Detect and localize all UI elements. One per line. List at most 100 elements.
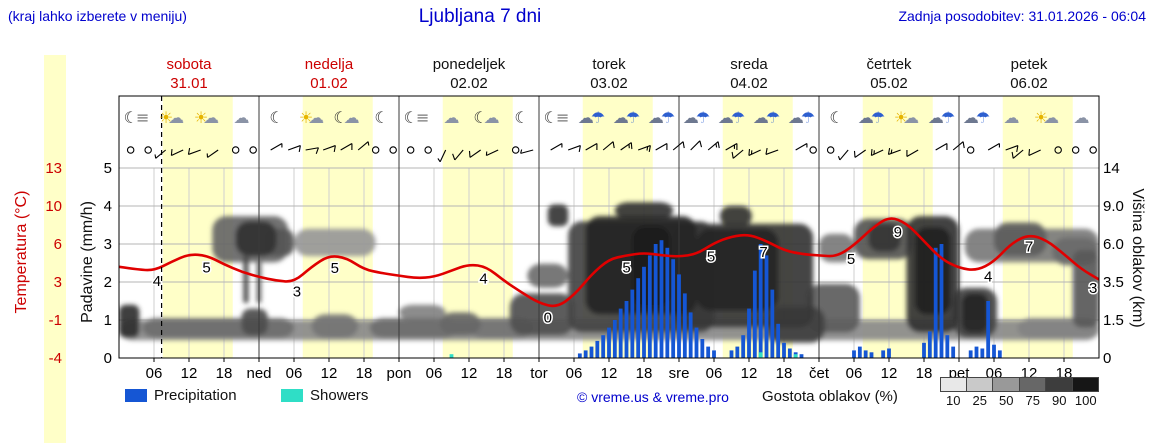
svg-text:12: 12 [181, 365, 198, 382]
svg-text:5: 5 [847, 251, 855, 268]
density-step: 100 [1072, 377, 1099, 408]
svg-text:tor: tor [530, 365, 548, 382]
moon-cloud-icon: ☾☁ [473, 108, 499, 127]
svg-text:pon: pon [386, 365, 411, 382]
sun-cloud-icon: ☀☁ [894, 108, 919, 127]
cloud-icon: ☁ [1074, 108, 1090, 127]
svg-text:5: 5 [331, 260, 339, 277]
svg-text:18: 18 [356, 365, 373, 382]
svg-text:10: 10 [45, 198, 62, 215]
rain-icon: ☁☂ [963, 108, 990, 127]
day-header: ponedeljek 02.02 [399, 55, 539, 93]
sun-cloud-icon: ☀☁ [159, 108, 184, 127]
showers-swatch-icon [281, 389, 303, 402]
rain-icon: ☁☂ [683, 108, 710, 127]
svg-text:5: 5 [622, 259, 630, 276]
svg-text:12: 12 [881, 365, 898, 382]
temperature-axis-strip [44, 55, 66, 443]
rain-icon: ☁☂ [648, 108, 675, 127]
precipitation-legend-item: Precipitation [125, 387, 237, 404]
rain-icon: ☁☂ [718, 108, 745, 127]
svg-text:0: 0 [1103, 350, 1111, 367]
svg-text:5: 5 [707, 249, 715, 266]
moon-icon: ☾ [514, 108, 528, 127]
rain-icon: ☁☂ [858, 108, 885, 127]
day-header: sreda 04.02 [679, 55, 819, 93]
svg-text:5: 5 [104, 160, 112, 177]
moon-icon: ☾ [374, 108, 388, 127]
svg-text:06: 06 [426, 365, 443, 382]
svg-text:9: 9 [894, 224, 902, 241]
svg-text:1.5: 1.5 [1103, 312, 1124, 329]
cloud-shading [119, 202, 1099, 343]
svg-text:čet: čet [809, 365, 830, 382]
last-update-text: Zadnja posodobitev: 31.01.2026 - 06:04 [898, 8, 1146, 24]
showers-legend-label: Showers [310, 387, 369, 404]
svg-text:7: 7 [759, 244, 767, 261]
svg-text:0: 0 [104, 350, 112, 367]
precipitation-bars [577, 240, 1002, 358]
svg-text:13: 13 [45, 160, 62, 177]
temperature-labels: 4 5 3 5 4 0 5 5 7 5 9 4 7 3 [151, 222, 1099, 328]
temperature-line [119, 217, 1099, 308]
day-date: 31.01 [170, 75, 208, 92]
svg-text:06: 06 [146, 365, 163, 382]
shower-bars [449, 352, 798, 358]
svg-text:7: 7 [1025, 239, 1033, 256]
cloud-icon: ☁ [444, 108, 460, 127]
svg-text:06: 06 [286, 365, 303, 382]
x-axis-labels: 06 12 18 ned 06 12 18 pon 06 12 18 tor 06 12 18 sre 06 12… [146, 358, 1072, 382]
showers-legend-item: Showers [281, 387, 368, 404]
svg-text:06: 06 [706, 365, 723, 382]
svg-text:18: 18 [216, 365, 233, 382]
svg-text:12: 12 [741, 365, 758, 382]
svg-text:-1: -1 [49, 312, 62, 329]
day-name: torek [592, 56, 626, 73]
svg-text:3.5: 3.5 [1103, 274, 1124, 291]
svg-text:4: 4 [984, 269, 992, 286]
wind-barbs [126, 140, 1097, 163]
svg-text:06: 06 [566, 365, 583, 382]
sun-cloud-icon: ☀☁ [194, 108, 219, 127]
cloud-icon: ☁ [234, 108, 250, 127]
svg-text:4: 4 [104, 198, 112, 215]
svg-text:3: 3 [104, 236, 112, 253]
day-header: torek 03.02 [539, 55, 679, 93]
rain-icon: ☁☂ [613, 108, 640, 127]
svg-text:18: 18 [496, 365, 513, 382]
svg-text:18: 18 [776, 365, 793, 382]
rain-icon: ☁☂ [928, 108, 955, 127]
day-name: sreda [730, 56, 768, 73]
moon-fog-icon: ☾≡ [544, 108, 570, 127]
density-step: 90 [1046, 377, 1073, 408]
day-name: četrtek [866, 56, 912, 73]
svg-text:0: 0 [544, 309, 552, 326]
day-header: sobota 31.01 [119, 55, 259, 93]
cloud-icon: ☁ [1004, 108, 1020, 127]
svg-text:18: 18 [916, 365, 933, 382]
density-step: 25 [966, 377, 993, 408]
day-name: petek [1010, 56, 1048, 73]
page-title: Ljubljana 7 dni [418, 6, 542, 27]
svg-text:06: 06 [846, 365, 863, 382]
rain-icon: ☁☂ [578, 108, 605, 127]
day-date: 03.02 [590, 75, 628, 92]
svg-text:-4: -4 [49, 350, 62, 367]
density-step: 75 [1019, 377, 1046, 408]
menu-hint: (kraj lahko izberete v meniju) [8, 8, 187, 24]
day-date: 01.02 [310, 75, 348, 92]
cloud-density-legend-label: Gostota oblakov (%) [762, 388, 898, 405]
svg-text:6: 6 [54, 236, 62, 253]
svg-text:3: 3 [54, 274, 62, 291]
axis-ticks-precipitation: 5 4 3 2 1 0 [104, 160, 112, 367]
copyright-link[interactable]: © vreme.us & vreme.pro [577, 389, 729, 405]
svg-text:9.0: 9.0 [1103, 198, 1124, 215]
day-header: nedelja 01.02 [259, 55, 399, 93]
day-name: nedelja [304, 56, 354, 73]
svg-text:3: 3 [1089, 280, 1097, 297]
moon-fog-icon: ☾≡ [404, 108, 430, 127]
svg-text:12: 12 [461, 365, 478, 382]
precipitation-swatch-icon [125, 389, 147, 402]
